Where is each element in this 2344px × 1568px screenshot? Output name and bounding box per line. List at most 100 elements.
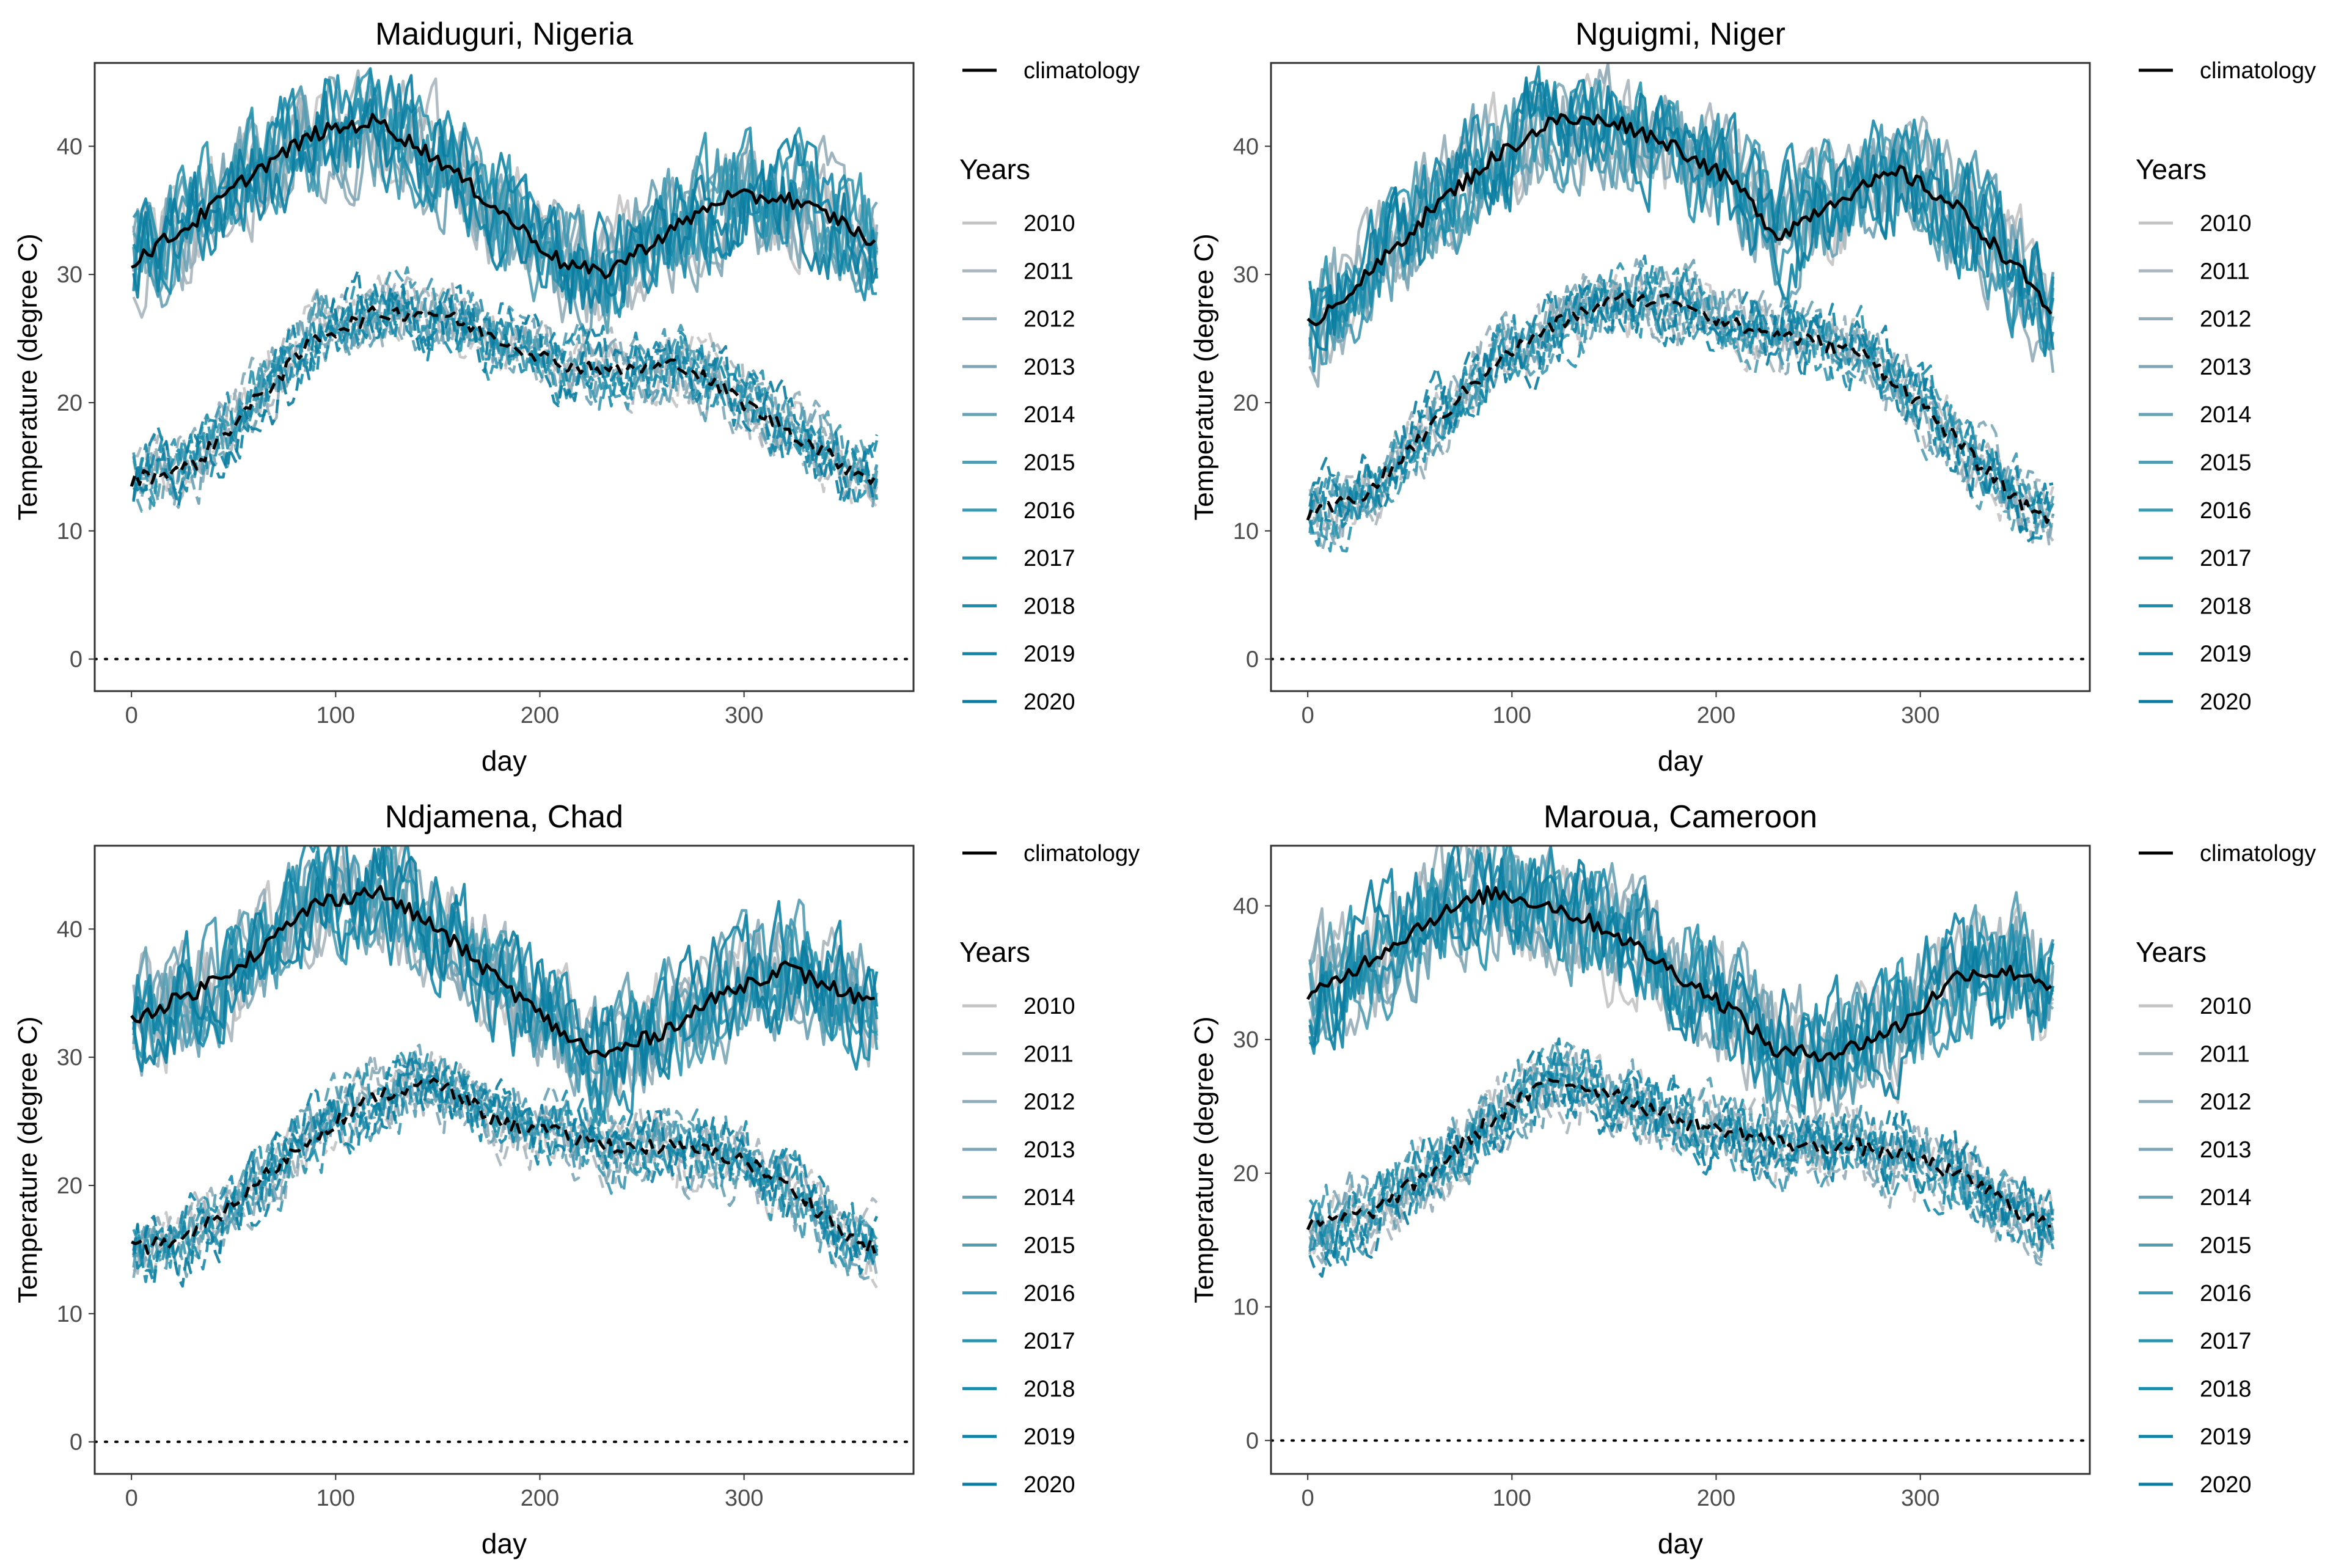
y-axis-label: Temperature (degree C) [1189, 233, 1219, 521]
legend-climatology-label: climatology [2200, 841, 2316, 866]
year-2020-tmin-line [1308, 284, 2054, 543]
plot-area [95, 67, 914, 661]
climatology-solid-line [130, 885, 875, 1058]
chart-title: Maiduguri, Nigeria [375, 16, 633, 52]
x-tick-label: 300 [1901, 703, 1939, 728]
legend-label-2018: 2018 [1024, 1376, 1075, 1402]
x-axis-label: day [482, 745, 527, 777]
legend-label-2016: 2016 [2200, 498, 2252, 524]
x-tick-label: 0 [125, 703, 138, 728]
climatology-dashed-line [130, 305, 876, 487]
year-2015-tmin-line [1309, 1038, 2054, 1260]
legend-label-2018: 2018 [2200, 1376, 2252, 1402]
x-tick-label: 300 [1901, 1486, 1939, 1511]
legend-label-2020: 2020 [1024, 1472, 1075, 1498]
year-2020-tmin-line [132, 1053, 878, 1288]
legend-label-2012: 2012 [1024, 307, 1075, 332]
year-2020-tmin-line [1308, 1048, 2055, 1278]
chart-title: Ndjamena, Chad [385, 799, 623, 835]
x-tick-label: 300 [725, 703, 763, 728]
y-tick-label: 20 [1233, 390, 1259, 416]
legend-years-title: Years [2136, 936, 2207, 968]
legend-label-2014: 2014 [1024, 402, 1075, 428]
legend-label-2015: 2015 [1024, 450, 1075, 476]
year-2019-tmin-line [132, 1058, 879, 1286]
y-tick-label: 30 [57, 1045, 82, 1071]
legend-label-2020: 2020 [2200, 689, 2252, 715]
legend-label-2017: 2017 [2200, 1328, 2252, 1354]
x-tick-label: 100 [1493, 1486, 1531, 1511]
year-2016-tmin-line [132, 266, 879, 502]
legend-climatology-label: climatology [1024, 58, 1140, 84]
y-tick-label: 10 [57, 1302, 82, 1327]
y-tick-label: 0 [70, 647, 82, 673]
legend: climatology Years 2010 2011 2012 2013 2014 2015… [959, 841, 1140, 1498]
year-2019-tmin-line [1308, 1037, 2055, 1259]
legend-label-2010: 2010 [1024, 211, 1075, 236]
year-2020-tmax-line [132, 846, 879, 1084]
year-2012-tmin-line [132, 283, 878, 500]
y-tick-label: 10 [1233, 1295, 1259, 1321]
legend-label-2018: 2018 [2200, 593, 2252, 619]
legend: climatology Years 2010 2011 2012 2013 2014 2015… [959, 58, 1140, 715]
legend-label-2013: 2013 [2200, 354, 2252, 380]
legend-label-2017: 2017 [1024, 546, 1075, 571]
legend-label-2020: 2020 [1024, 689, 1075, 715]
legend-label-2017: 2017 [1024, 1328, 1075, 1354]
year-2017-tmin-line [132, 285, 879, 507]
year-2019-tmax-line [1308, 65, 2055, 357]
legend-climatology-label: climatology [2200, 58, 2316, 84]
legend-label-2014: 2014 [2200, 402, 2252, 428]
legend-label-2011: 2011 [2200, 1041, 2250, 1067]
y-tick-label: 0 [1246, 647, 1259, 673]
legend-label-2011: 2011 [1024, 258, 1074, 284]
legend-label-2011: 2011 [2200, 258, 2250, 284]
x-tick-label: 200 [1697, 703, 1735, 728]
chart-title: Nguigmi, Niger [1575, 16, 1785, 52]
year-2019-tmax-line [1308, 849, 2055, 1087]
legend-years-title: Years [959, 936, 1030, 968]
legend-label-2012: 2012 [2200, 1090, 2252, 1115]
y-tick-label: 20 [57, 390, 82, 416]
legend-label-2015: 2015 [2200, 1233, 2252, 1259]
climatology-dashed-line [1306, 292, 2053, 524]
legend-label-2015: 2015 [2200, 450, 2252, 476]
y-axis-label: Temperature (degree C) [13, 1016, 43, 1303]
y-tick-label: 0 [70, 1430, 82, 1456]
year-2011-tmin-line [132, 1050, 878, 1275]
x-tick-label: 200 [521, 703, 559, 728]
legend-label-2011: 2011 [1024, 1041, 1074, 1067]
legend-label-2010: 2010 [2200, 211, 2252, 236]
year-2015-tmin-line [1308, 260, 2055, 538]
y-axis-label: Temperature (degree C) [1189, 1016, 1219, 1303]
legend-label-2012: 2012 [2200, 307, 2252, 332]
panel-maroua-cameroon: Maroua, Cameroon day Temperature (degree C… [1189, 799, 2316, 1559]
y-tick-label: 0 [1246, 1428, 1259, 1454]
year-2014-tmin-line [132, 288, 879, 509]
plot-area [1271, 63, 2090, 661]
legend-label-2019: 2019 [2200, 642, 2252, 667]
chart-title: Maroua, Cameroon [1544, 799, 1817, 835]
year-2020-tmax-line [1308, 846, 2055, 1115]
climatology-dashed-line [1306, 1078, 2051, 1231]
x-axis-label: day [1658, 1528, 1703, 1559]
y-tick-label: 30 [1233, 262, 1259, 288]
year-2011-tmin-line [1308, 1058, 2054, 1256]
legend-label-2019: 2019 [1024, 1424, 1075, 1450]
legend-label-2016: 2016 [1024, 498, 1075, 524]
climatology-dashed-line [131, 1077, 876, 1255]
plot-area [95, 846, 914, 1443]
x-tick-label: 0 [1302, 1486, 1314, 1511]
climatology-solid-line [1306, 113, 2053, 327]
legend-label-2018: 2018 [1024, 593, 1075, 619]
legend-label-2013: 2013 [1024, 354, 1075, 380]
legend-label-2010: 2010 [2200, 994, 2252, 1019]
legend-label-2015: 2015 [1024, 1233, 1075, 1259]
climatology-solid-line [131, 112, 876, 279]
legend-label-2014: 2014 [1024, 1185, 1075, 1211]
year-2018-tmin-line [1309, 1049, 2054, 1269]
legend-label-2012: 2012 [1024, 1090, 1075, 1115]
x-axis-label: day [482, 1528, 527, 1559]
year-2016-tmin-line [132, 1053, 879, 1277]
